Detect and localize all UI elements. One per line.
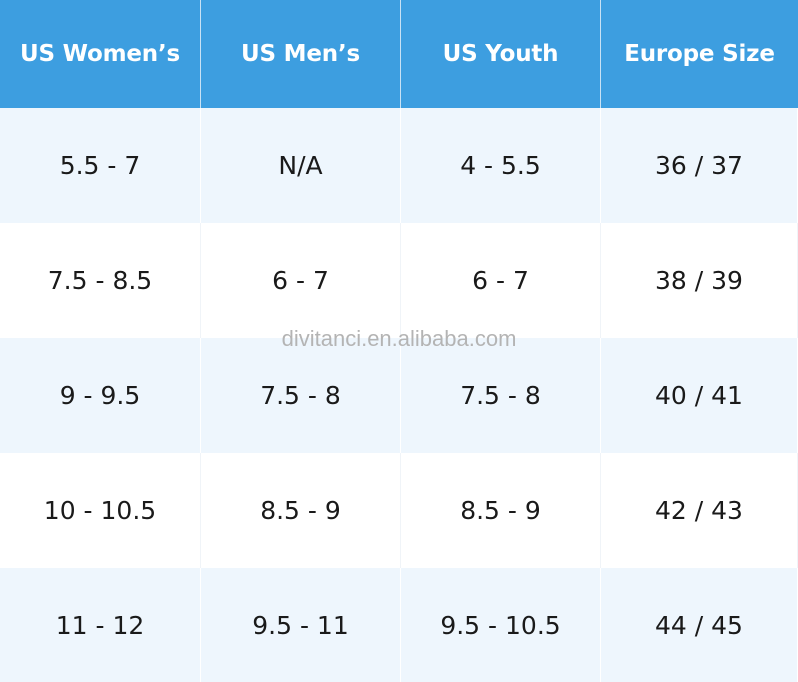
cell-us-womens: 10 - 10.5	[0, 453, 201, 568]
header-us-mens: US Men’s	[201, 0, 401, 108]
header-us-womens: US Women’s	[0, 0, 201, 108]
header-us-youth: US Youth	[401, 0, 601, 108]
cell-us-mens: N/A	[201, 108, 401, 223]
cell-us-womens: 9 - 9.5	[0, 338, 201, 453]
cell-europe-size: 42 / 43	[601, 453, 798, 568]
cell-us-youth: 9.5 - 10.5	[401, 568, 601, 682]
header-europe-size: Europe Size	[601, 0, 798, 108]
cell-us-womens: 11 - 12	[0, 568, 201, 682]
cell-europe-size: 36 / 37	[601, 108, 798, 223]
cell-us-mens: 9.5 - 11	[201, 568, 401, 682]
cell-us-youth: 7.5 - 8	[401, 338, 601, 453]
cell-us-youth: 8.5 - 9	[401, 453, 601, 568]
cell-us-mens: 6 - 7	[201, 223, 401, 338]
cell-us-mens: 7.5 - 8	[201, 338, 401, 453]
cell-us-womens: 7.5 - 8.5	[0, 223, 201, 338]
cell-us-youth: 4 - 5.5	[401, 108, 601, 223]
cell-us-youth: 6 - 7	[401, 223, 601, 338]
cell-us-mens: 8.5 - 9	[201, 453, 401, 568]
cell-europe-size: 44 / 45	[601, 568, 798, 682]
cell-europe-size: 40 / 41	[601, 338, 798, 453]
cell-us-womens: 5.5 - 7	[0, 108, 201, 223]
cell-europe-size: 38 / 39	[601, 223, 798, 338]
